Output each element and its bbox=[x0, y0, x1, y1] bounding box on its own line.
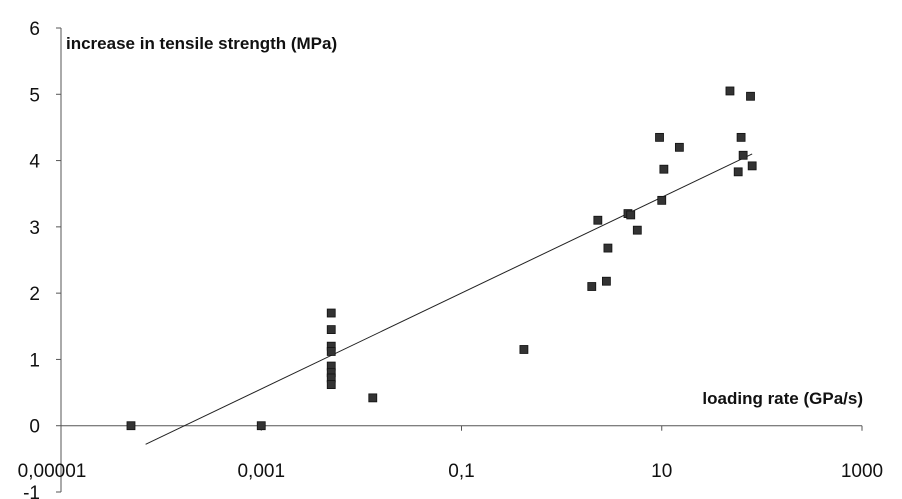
data-point bbox=[326, 325, 336, 335]
x-axis-title: loading rate (GPa/s) bbox=[702, 389, 863, 408]
y-tick-label: 6 bbox=[29, 19, 40, 40]
data-point bbox=[655, 132, 664, 142]
data-point bbox=[601, 276, 611, 286]
data-point bbox=[733, 167, 743, 177]
trendline bbox=[145, 153, 753, 445]
y-tick-label: -1 bbox=[23, 483, 40, 499]
x-tick-label: 0,00001 bbox=[18, 461, 87, 482]
x-tick-label: 0,1 bbox=[448, 461, 474, 482]
x-ticks: 0,00001 0,001 0,1 10 1000 bbox=[18, 425, 883, 482]
y-tick-label: 2 bbox=[29, 284, 40, 305]
x-tick-label: 1000 bbox=[841, 461, 883, 482]
data-point bbox=[256, 421, 266, 431]
data-point bbox=[326, 308, 336, 318]
data-point bbox=[326, 347, 336, 356]
y-tick-label: 3 bbox=[29, 218, 40, 239]
data-point bbox=[326, 380, 336, 390]
data-point bbox=[659, 164, 669, 174]
data-point bbox=[746, 91, 755, 101]
data-point bbox=[593, 215, 603, 225]
y-tick-label: 4 bbox=[29, 152, 40, 173]
y-tick-label: 1 bbox=[29, 350, 40, 371]
data-point bbox=[126, 421, 136, 431]
data-points bbox=[126, 86, 757, 431]
data-point bbox=[657, 195, 667, 205]
data-point bbox=[674, 142, 684, 152]
data-point bbox=[626, 210, 636, 220]
data-point bbox=[632, 225, 642, 235]
data-point bbox=[736, 132, 746, 142]
data-point bbox=[368, 393, 378, 403]
y-tick-label: 0 bbox=[29, 417, 40, 438]
data-point bbox=[519, 345, 529, 354]
axes bbox=[60, 28, 862, 492]
y-tick-label: 5 bbox=[29, 85, 40, 106]
x-tick-label: 10 bbox=[651, 461, 672, 482]
data-point bbox=[603, 243, 613, 253]
x-tick-label: 0,001 bbox=[237, 461, 285, 482]
data-point bbox=[738, 150, 748, 160]
data-point bbox=[747, 161, 757, 171]
data-point bbox=[587, 282, 597, 291]
y-axis-title: increase in tensile strength (MPa) bbox=[66, 34, 337, 53]
data-point bbox=[725, 86, 735, 96]
y-ticks: -1 0 1 2 3 4 5 6 bbox=[23, 19, 61, 499]
